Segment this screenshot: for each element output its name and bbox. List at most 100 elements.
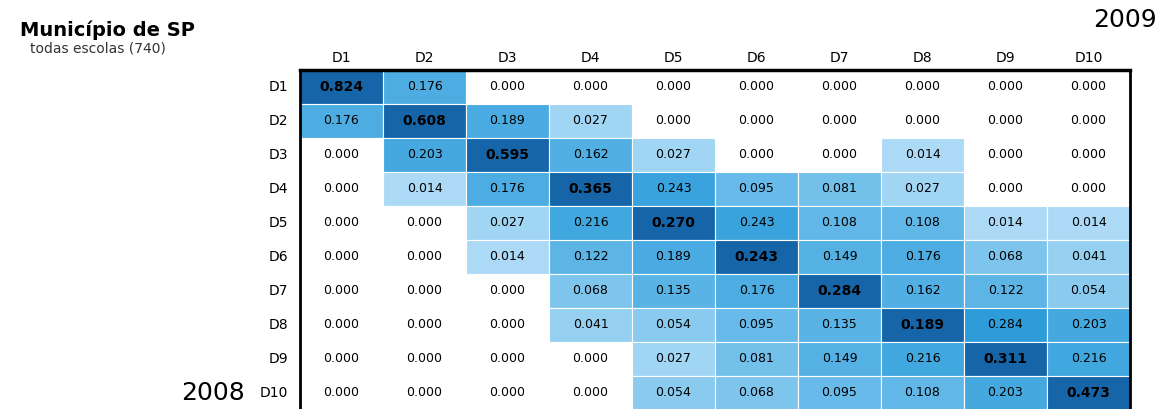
Text: 0.203: 0.203 <box>407 148 442 162</box>
Text: todas escolas (740): todas escolas (740) <box>30 42 166 56</box>
Bar <box>881 240 964 274</box>
Text: 0.108: 0.108 <box>905 387 940 400</box>
Text: 0.473: 0.473 <box>1066 386 1111 400</box>
Text: D8: D8 <box>269 318 288 332</box>
Bar <box>383 138 466 172</box>
Bar <box>1047 206 1130 240</box>
Text: 0.000: 0.000 <box>407 216 443 229</box>
Text: 0.311: 0.311 <box>983 352 1028 366</box>
Bar <box>964 342 1047 376</box>
Text: 0.000: 0.000 <box>739 115 775 128</box>
Bar <box>715 240 798 274</box>
Bar <box>715 308 798 342</box>
Bar <box>300 274 383 308</box>
Bar <box>715 342 798 376</box>
Text: 0.000: 0.000 <box>407 250 443 263</box>
Bar <box>300 172 383 206</box>
Text: 0.000: 0.000 <box>324 285 360 297</box>
Bar <box>466 376 549 409</box>
Bar <box>798 104 881 138</box>
Bar <box>383 70 466 104</box>
Text: D8: D8 <box>913 51 933 65</box>
Text: 0.095: 0.095 <box>739 182 774 196</box>
Text: 0.000: 0.000 <box>490 319 526 332</box>
Text: 0.108: 0.108 <box>905 216 940 229</box>
Bar <box>798 138 881 172</box>
Text: 0.216: 0.216 <box>905 353 940 366</box>
Bar <box>798 342 881 376</box>
Text: 0.041: 0.041 <box>1071 250 1106 263</box>
Text: 0.000: 0.000 <box>905 81 941 94</box>
Text: 0.000: 0.000 <box>407 387 443 400</box>
Text: 0.000: 0.000 <box>1071 148 1107 162</box>
Bar <box>881 274 964 308</box>
Text: 0.027: 0.027 <box>656 148 691 162</box>
Text: 0.027: 0.027 <box>905 182 940 196</box>
Text: 0.000: 0.000 <box>739 148 775 162</box>
Bar <box>798 308 881 342</box>
Text: 0.365: 0.365 <box>568 182 613 196</box>
Text: 0.000: 0.000 <box>988 148 1024 162</box>
Text: 0.270: 0.270 <box>651 216 696 230</box>
Text: 0.000: 0.000 <box>490 387 526 400</box>
Bar <box>383 172 466 206</box>
Text: 0.824: 0.824 <box>319 80 364 94</box>
Text: D7: D7 <box>269 284 288 298</box>
Bar <box>300 70 1130 409</box>
Text: 0.014: 0.014 <box>490 250 525 263</box>
Text: 0.284: 0.284 <box>988 319 1023 332</box>
Text: 0.095: 0.095 <box>822 387 857 400</box>
Text: D7: D7 <box>830 51 849 65</box>
Text: 0.000: 0.000 <box>407 285 443 297</box>
Text: 0.000: 0.000 <box>324 353 360 366</box>
Bar <box>466 70 549 104</box>
Text: D2: D2 <box>269 114 288 128</box>
Text: 0.000: 0.000 <box>905 115 941 128</box>
Text: 0.122: 0.122 <box>573 250 608 263</box>
Text: 0.000: 0.000 <box>324 387 360 400</box>
Text: D5: D5 <box>664 51 683 65</box>
Text: 0.284: 0.284 <box>817 284 862 298</box>
Bar <box>383 104 466 138</box>
Bar <box>1047 376 1130 409</box>
Text: 0.176: 0.176 <box>324 115 359 128</box>
Text: 0.189: 0.189 <box>900 318 945 332</box>
Bar <box>466 308 549 342</box>
Text: 0.203: 0.203 <box>1071 319 1106 332</box>
Text: 0.176: 0.176 <box>739 285 774 297</box>
Text: 0.054: 0.054 <box>656 387 691 400</box>
Bar <box>383 240 466 274</box>
Bar <box>798 206 881 240</box>
Text: 0.243: 0.243 <box>739 216 774 229</box>
Text: D3: D3 <box>498 51 517 65</box>
Text: 0.176: 0.176 <box>490 182 525 196</box>
Text: 0.108: 0.108 <box>822 216 857 229</box>
Bar <box>632 240 715 274</box>
Text: 0.203: 0.203 <box>988 387 1023 400</box>
Text: 0.216: 0.216 <box>573 216 608 229</box>
Text: D9: D9 <box>269 352 288 366</box>
Bar <box>881 172 964 206</box>
Text: 0.000: 0.000 <box>822 115 858 128</box>
Text: D5: D5 <box>269 216 288 230</box>
Bar <box>798 172 881 206</box>
Text: 0.149: 0.149 <box>822 250 857 263</box>
Bar <box>549 274 632 308</box>
Bar <box>466 104 549 138</box>
Text: 0.189: 0.189 <box>490 115 525 128</box>
Bar <box>964 172 1047 206</box>
Bar <box>881 104 964 138</box>
Text: 0.000: 0.000 <box>656 115 692 128</box>
Text: 0.243: 0.243 <box>734 250 779 264</box>
Bar <box>881 70 964 104</box>
Text: D4: D4 <box>581 51 600 65</box>
Bar <box>466 138 549 172</box>
Bar <box>300 138 383 172</box>
Bar <box>964 308 1047 342</box>
Text: 0.000: 0.000 <box>324 148 360 162</box>
Bar <box>549 308 632 342</box>
Bar <box>466 240 549 274</box>
Bar <box>964 240 1047 274</box>
Text: 0.000: 0.000 <box>407 319 443 332</box>
Text: 0.000: 0.000 <box>988 182 1024 196</box>
